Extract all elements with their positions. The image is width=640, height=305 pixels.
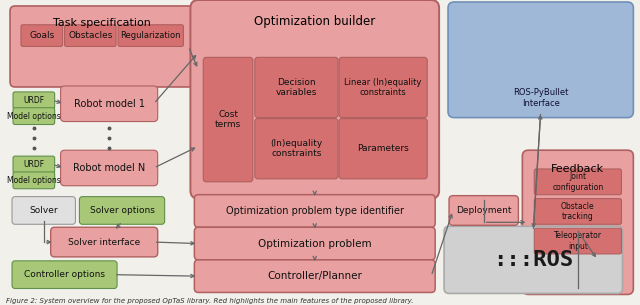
Text: Robot model 1: Robot model 1 — [74, 99, 145, 109]
FancyBboxPatch shape — [522, 150, 634, 294]
FancyBboxPatch shape — [339, 57, 428, 118]
FancyBboxPatch shape — [65, 25, 116, 46]
Text: Teleoperator
input: Teleoperator input — [554, 231, 602, 251]
FancyBboxPatch shape — [255, 119, 338, 179]
Text: Cost
terms: Cost terms — [215, 110, 241, 129]
FancyBboxPatch shape — [61, 150, 157, 186]
Text: Optimization builder: Optimization builder — [254, 15, 376, 28]
FancyBboxPatch shape — [12, 197, 76, 224]
Text: Figure 2: System overview for the proposed OpTaS library. Red highlights the mai: Figure 2: System overview for the propos… — [6, 298, 414, 304]
Text: URDF: URDF — [23, 96, 44, 105]
FancyBboxPatch shape — [195, 195, 435, 227]
Text: Optimization problem type identifier: Optimization problem type identifier — [226, 206, 404, 216]
FancyBboxPatch shape — [339, 119, 428, 179]
Text: Model options: Model options — [7, 112, 61, 120]
Text: Model options: Model options — [7, 176, 61, 185]
Text: Task specification: Task specification — [52, 18, 150, 28]
FancyBboxPatch shape — [118, 25, 184, 46]
FancyBboxPatch shape — [51, 227, 157, 257]
Text: Joint
configuration: Joint configuration — [552, 172, 604, 192]
Text: Feedback: Feedback — [551, 164, 604, 174]
FancyBboxPatch shape — [61, 86, 157, 122]
Text: URDF: URDF — [23, 160, 44, 169]
FancyBboxPatch shape — [13, 108, 54, 124]
Text: Regularization: Regularization — [120, 31, 181, 40]
FancyBboxPatch shape — [12, 261, 117, 289]
FancyBboxPatch shape — [21, 25, 63, 46]
Text: Controller/Planner: Controller/Planner — [268, 271, 362, 281]
FancyBboxPatch shape — [534, 228, 621, 254]
FancyBboxPatch shape — [13, 92, 54, 109]
Text: Solver interface: Solver interface — [68, 238, 140, 246]
Text: (In)equality
constraints: (In)equality constraints — [270, 139, 323, 158]
Text: ROS-PyBullet
Interface: ROS-PyBullet Interface — [513, 88, 568, 108]
FancyBboxPatch shape — [204, 57, 253, 182]
Text: Deployment: Deployment — [456, 206, 511, 215]
Text: :::ROS: :::ROS — [493, 250, 573, 270]
Text: Decision
variables: Decision variables — [276, 78, 317, 97]
Text: Obstacle
tracking: Obstacle tracking — [561, 202, 595, 221]
Text: Controller options: Controller options — [24, 270, 105, 279]
Text: Goals: Goals — [29, 31, 54, 40]
Text: Robot model N: Robot model N — [73, 163, 145, 173]
Text: Optimization problem: Optimization problem — [258, 239, 372, 249]
FancyBboxPatch shape — [13, 172, 54, 189]
FancyBboxPatch shape — [449, 196, 518, 225]
Text: Solver: Solver — [29, 206, 58, 215]
FancyBboxPatch shape — [534, 199, 621, 224]
Text: Linear (In)equality
constraints: Linear (In)equality constraints — [344, 78, 422, 97]
Text: Obstacles: Obstacles — [68, 31, 113, 40]
FancyBboxPatch shape — [13, 156, 54, 173]
FancyBboxPatch shape — [444, 226, 623, 293]
FancyBboxPatch shape — [255, 57, 338, 118]
Text: Parameters: Parameters — [357, 144, 409, 153]
FancyBboxPatch shape — [79, 197, 164, 224]
FancyBboxPatch shape — [534, 169, 621, 195]
FancyBboxPatch shape — [448, 2, 634, 118]
FancyBboxPatch shape — [195, 260, 435, 292]
Text: Solver options: Solver options — [90, 206, 154, 215]
FancyBboxPatch shape — [195, 227, 435, 260]
FancyBboxPatch shape — [10, 6, 193, 87]
FancyBboxPatch shape — [191, 0, 439, 199]
